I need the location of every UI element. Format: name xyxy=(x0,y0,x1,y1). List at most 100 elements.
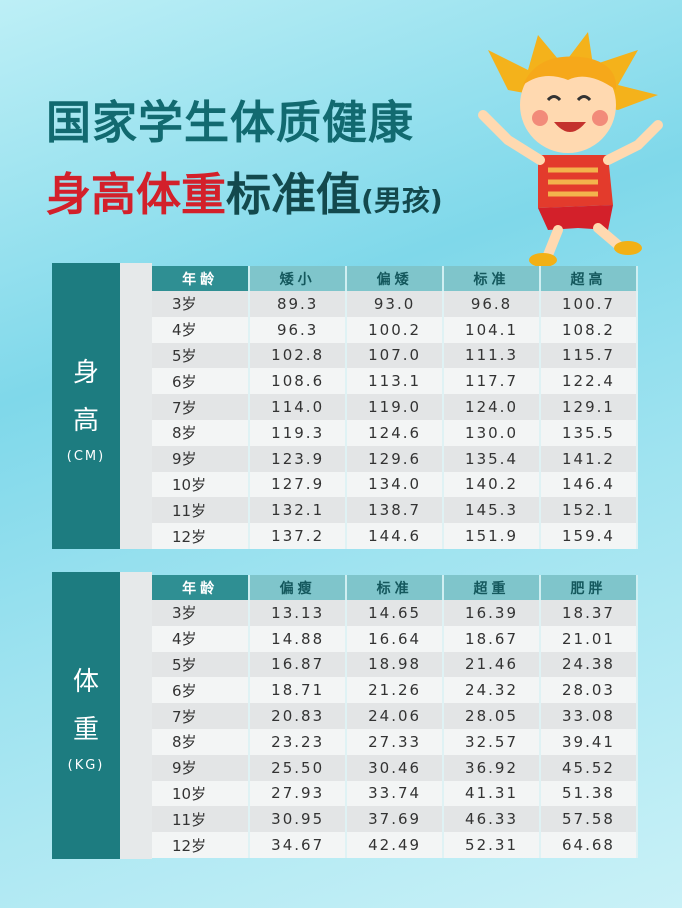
value-cell: 41.31 xyxy=(443,780,541,807)
age-cell: 4岁 xyxy=(152,316,251,343)
header-row: 年龄 矮小 偏矮 标准 超高 xyxy=(152,266,638,291)
age-cell: 8岁 xyxy=(152,419,251,446)
age-cell: 7岁 xyxy=(152,703,251,729)
table-row: 4岁 14.88 16.64 18.67 21.01 xyxy=(152,625,638,652)
table-row: 9岁 123.9 129.6 135.4 141.2 xyxy=(152,445,638,472)
column-header: 年龄 xyxy=(152,266,251,291)
value-cell: 64.68 xyxy=(540,832,638,858)
table-row: 6岁 18.71 21.26 24.32 28.03 xyxy=(152,677,638,704)
side-char: 高 xyxy=(72,405,99,436)
height-table-block: 身 高 (CM) 年龄 矮小 偏矮 标准 超高 3岁 89.3 93.0 96.8 100.7 4岁… xyxy=(52,263,638,549)
column-header: 偏矮 xyxy=(346,266,445,291)
table-row: 12岁 137.2 144.6 151.9 159.4 xyxy=(152,523,638,549)
value-cell: 18.71 xyxy=(249,677,348,704)
value-cell: 134.0 xyxy=(346,471,445,498)
column-header: 年龄 xyxy=(152,575,251,600)
column-header: 超高 xyxy=(540,266,638,291)
value-cell: 27.33 xyxy=(346,728,445,755)
age-cell: 10岁 xyxy=(152,780,251,807)
value-cell: 129.6 xyxy=(346,445,445,472)
age-cell: 5岁 xyxy=(152,342,251,369)
age-cell: 9岁 xyxy=(152,754,251,781)
table-row: 7岁 20.83 24.06 28.05 33.08 xyxy=(152,703,638,729)
title-dark: 标准值 xyxy=(226,168,362,221)
side-char: 身 xyxy=(72,357,99,388)
table-row: 9岁 25.50 30.46 36.92 45.52 xyxy=(152,754,638,781)
age-cell: 7岁 xyxy=(152,394,251,420)
table-row: 8岁 119.3 124.6 130.0 135.5 xyxy=(152,419,638,446)
column-header: 超重 xyxy=(443,575,541,600)
age-cell: 11岁 xyxy=(152,497,251,524)
value-cell: 24.38 xyxy=(540,651,638,678)
weight-table-block: 体 重 (KG) 年龄 偏瘦 标准 超重 肥胖 3岁 13.13 14.65 16.39 18.3… xyxy=(52,572,638,859)
table-row: 4岁 96.3 100.2 104.1 108.2 xyxy=(152,316,638,343)
title-line-2: 身高体重标准值(男孩) xyxy=(46,158,443,223)
height-side-label: 身 高 (CM) xyxy=(52,263,120,549)
value-cell: 141.2 xyxy=(540,445,638,472)
value-cell: 89.3 xyxy=(249,291,348,317)
table-row: 12岁 34.67 42.49 52.31 64.68 xyxy=(152,832,638,858)
value-cell: 93.0 xyxy=(346,291,445,317)
value-cell: 36.92 xyxy=(443,754,541,781)
value-cell: 108.6 xyxy=(249,368,348,395)
value-cell: 21.01 xyxy=(540,625,638,652)
value-cell: 46.33 xyxy=(443,806,541,833)
value-cell: 34.67 xyxy=(249,832,348,858)
table-row: 11岁 132.1 138.7 145.3 152.1 xyxy=(152,497,638,524)
unit-label: (KG) xyxy=(67,758,105,773)
value-cell: 21.46 xyxy=(443,651,541,678)
value-cell: 23.23 xyxy=(249,728,348,755)
age-cell: 4岁 xyxy=(152,625,251,652)
table-row: 6岁 108.6 113.1 117.7 122.4 xyxy=(152,368,638,395)
value-cell: 18.37 xyxy=(540,600,638,626)
value-cell: 37.69 xyxy=(346,806,445,833)
column-header: 偏瘦 xyxy=(249,575,348,600)
value-cell: 28.03 xyxy=(540,677,638,704)
value-cell: 96.8 xyxy=(443,291,541,317)
side-char: 重 xyxy=(72,715,99,745)
table-row: 7岁 114.0 119.0 124.0 129.1 xyxy=(152,394,638,420)
value-cell: 30.95 xyxy=(249,806,348,833)
table-row: 8岁 23.23 27.33 32.57 39.41 xyxy=(152,728,638,755)
cartoon-boy-illustration xyxy=(478,32,663,267)
age-cell: 9岁 xyxy=(152,445,251,472)
table-row: 5岁 16.87 18.98 21.46 24.38 xyxy=(152,651,638,678)
value-cell: 159.4 xyxy=(540,523,638,549)
value-cell: 152.1 xyxy=(540,497,638,524)
age-cell: 12岁 xyxy=(152,523,251,549)
value-cell: 33.08 xyxy=(540,703,638,729)
weight-table: 年龄 偏瘦 标准 超重 肥胖 3岁 13.13 14.65 16.39 18.37 4岁 14.88 1… xyxy=(152,575,638,858)
value-cell: 137.2 xyxy=(249,523,348,549)
age-cell: 3岁 xyxy=(152,291,251,317)
value-cell: 129.1 xyxy=(540,394,638,420)
title-line-1: 国家学生体质健康 xyxy=(46,96,415,149)
value-cell: 115.7 xyxy=(540,342,638,369)
value-cell: 145.3 xyxy=(443,497,541,524)
age-cell: 8岁 xyxy=(152,728,251,755)
unit-label: (CM) xyxy=(66,448,106,464)
value-cell: 25.50 xyxy=(249,754,348,781)
value-cell: 45.52 xyxy=(540,754,638,781)
value-cell: 119.3 xyxy=(249,419,348,446)
divider-strip xyxy=(120,572,152,859)
column-header: 标准 xyxy=(346,575,445,600)
side-char: 体 xyxy=(72,667,99,697)
value-cell: 107.0 xyxy=(346,342,445,369)
table-row: 3岁 89.3 93.0 96.8 100.7 xyxy=(152,291,638,317)
value-cell: 32.57 xyxy=(443,728,541,755)
value-cell: 100.2 xyxy=(346,316,445,343)
value-cell: 27.93 xyxy=(249,780,348,807)
value-cell: 16.39 xyxy=(443,600,541,626)
value-cell: 130.0 xyxy=(443,419,541,446)
column-header: 肥胖 xyxy=(540,575,638,600)
value-cell: 124.6 xyxy=(346,419,445,446)
value-cell: 18.67 xyxy=(443,625,541,652)
value-cell: 24.32 xyxy=(443,677,541,704)
height-table: 年龄 矮小 偏矮 标准 超高 3岁 89.3 93.0 96.8 100.7 4岁 96.3 100.2… xyxy=(152,266,638,549)
value-cell: 124.0 xyxy=(443,394,541,420)
header-row: 年龄 偏瘦 标准 超重 肥胖 xyxy=(152,575,638,600)
column-header: 矮小 xyxy=(249,266,348,291)
age-cell: 3岁 xyxy=(152,600,251,626)
title-red: 身高体重 xyxy=(46,168,227,221)
value-cell: 33.74 xyxy=(346,780,445,807)
